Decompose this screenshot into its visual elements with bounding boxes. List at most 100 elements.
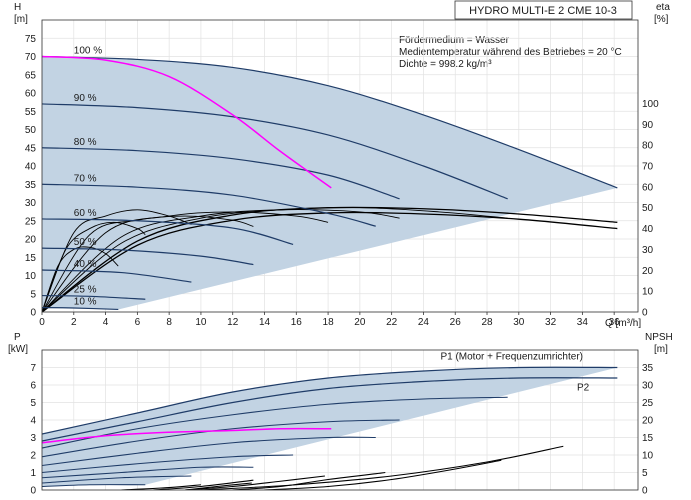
y-tick-label-p: 4 (30, 416, 36, 427)
operating-range-area (42, 56, 618, 310)
x-tick-label: 8 (166, 317, 172, 328)
y-tick-label-p: 1 (30, 468, 36, 479)
y2-tick-label-npsh: 30 (642, 381, 654, 392)
title-box (454, 0, 633, 20)
y-tick-label-p: 6 (30, 381, 36, 392)
p2-label: P2 (577, 382, 590, 393)
y2-tick-label-npsh: 20 (642, 416, 654, 427)
power-curves (42, 366, 618, 488)
y2-tick-label: 10 (642, 287, 654, 298)
y-tick-label: 10 (25, 271, 37, 282)
speed-curve-label: 60 % (74, 208, 97, 219)
npsh-curve (264, 459, 502, 490)
y-tick-label: 70 (25, 52, 37, 63)
p1-curve (42, 366, 618, 435)
npsh-curve (232, 471, 386, 490)
y2-tick-label-npsh: 0 (642, 486, 648, 497)
y-tick-label-p: 7 (30, 363, 36, 374)
y-tick-label: 65 (25, 70, 37, 81)
y-tick-label: 40 (25, 162, 37, 173)
speed-curve-label: 70 % (74, 173, 97, 184)
x-tick-label: 28 (481, 317, 493, 328)
speed-curve-label: 10 % (74, 297, 97, 308)
y2-tick-label: 20 (642, 266, 654, 277)
plot-frame-bottom (41, 349, 639, 491)
y-tick-label: 0 (30, 308, 36, 319)
x-tick-label: 6 (135, 317, 141, 328)
y2-axis-unit-eta: [%] (654, 14, 669, 25)
y2-tick-label: 70 (642, 162, 654, 173)
x-tick-label: 4 (103, 317, 109, 328)
speed-curve-label: 50 % (74, 237, 97, 248)
y-axis-label-h: H (14, 2, 21, 13)
speed-curve (42, 294, 146, 300)
y-tick-label-p: 3 (30, 433, 36, 444)
speed-curve (42, 269, 192, 283)
x-tick-label: 20 (354, 317, 366, 328)
y2-tick-label: 60 (642, 182, 654, 193)
speed-curve-label: 25 % (74, 285, 97, 296)
y2-tick-label: 40 (642, 224, 654, 235)
y2-tick-label: 0 (642, 308, 648, 319)
efficiency-curve (42, 246, 119, 312)
y-tick-label: 20 (25, 235, 37, 246)
power-speed-curve (42, 436, 376, 467)
system-power-curve (42, 427, 332, 444)
npsh-curve (153, 479, 254, 490)
y2-tick-label-npsh: 25 (642, 398, 654, 409)
power-speed-curve (42, 454, 294, 474)
x-tick-label: 34 (577, 317, 589, 328)
power-speed-curve (42, 475, 192, 484)
power-speed-curve (42, 419, 400, 458)
y2-axis-label-npsh: NPSH (645, 332, 673, 343)
y-tick-label-p: 5 (30, 398, 36, 409)
speed-curve (42, 183, 376, 227)
speed-curve (42, 307, 119, 311)
power-speed-curve (42, 396, 508, 449)
y-tick-label: 55 (25, 107, 37, 118)
efficiency-curve (42, 221, 146, 312)
x-tick-label: 32 (545, 317, 557, 328)
npsh-curves (121, 445, 564, 490)
speed-curve (42, 55, 618, 189)
x-tick-label: 36 (609, 317, 621, 328)
speed-curve (42, 218, 294, 246)
speed-curve-label: 100 % (74, 46, 102, 57)
x-tick-label: 30 (513, 317, 525, 328)
y2-tick-label-npsh: 5 (642, 468, 648, 479)
chart-title: HYDRO MULTI-E 2 CME 10-3 (469, 5, 617, 17)
speed-curve (42, 247, 254, 266)
x-tick-label: 22 (386, 317, 398, 328)
x-tick-label: 10 (195, 317, 207, 328)
system-curve (42, 55, 332, 189)
power-range-area (42, 367, 618, 487)
y2-tick-label: 30 (642, 245, 654, 256)
y-tick-label: 25 (25, 216, 37, 227)
y-tick-label: 5 (30, 289, 36, 300)
y-tick-label: 75 (25, 34, 37, 45)
speed-curve-label: 90 % (74, 93, 97, 104)
speed-curve-label: 80 % (74, 137, 97, 148)
speed-curve-label: 40 % (74, 259, 97, 270)
y2-axis-unit-npsh: [m] (654, 344, 668, 355)
power-speed-curve (42, 466, 254, 479)
y2-tick-label-npsh: 15 (642, 433, 654, 444)
x-tick-label: 2 (71, 317, 77, 328)
p2-curve (42, 377, 618, 442)
x-tick-label: 18 (323, 317, 335, 328)
y-tick-label: 30 (25, 198, 37, 209)
y-tick-label: 45 (25, 143, 37, 154)
y-axis-unit-p: [kW] (8, 344, 28, 355)
y-tick-label: 50 (25, 125, 37, 136)
y-tick-label: 35 (25, 180, 37, 191)
efficiency-curve (42, 209, 400, 312)
y2-tick-label-npsh: 35 (642, 363, 654, 374)
x-tick-label: 0 (39, 317, 45, 328)
speed-curve (42, 147, 400, 200)
x-tick-label: 14 (259, 317, 271, 328)
y-tick-label: 15 (25, 253, 37, 264)
y2-tick-label: 100 (642, 99, 659, 110)
x-tick-label: 24 (418, 317, 430, 328)
y-axis-unit-h: [m] (14, 14, 28, 25)
